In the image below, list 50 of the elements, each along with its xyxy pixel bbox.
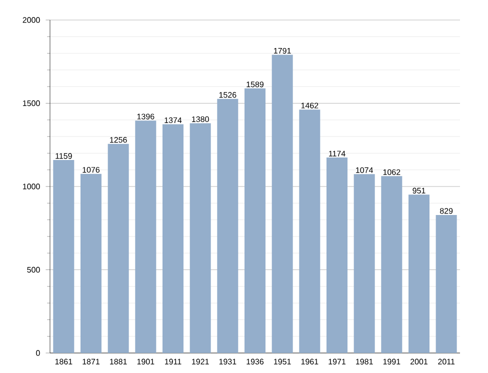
x-tick-label: 1961: [301, 358, 318, 364]
bar: [354, 174, 375, 353]
x-tick-label: 1971: [328, 358, 346, 364]
data-label: 1174: [329, 150, 346, 156]
data-label: 951: [412, 188, 426, 194]
bar: [135, 120, 156, 353]
bar: [217, 98, 238, 353]
y-tick-label: 2000: [22, 17, 40, 23]
bar: [299, 110, 320, 353]
bar: [244, 88, 266, 353]
x-tick-label: 1931: [219, 358, 236, 364]
x-tick-label: 2001: [410, 358, 428, 364]
data-label: 1380: [192, 116, 209, 122]
bar: [190, 123, 211, 353]
data-label: 1256: [110, 137, 127, 143]
y-tick-label: 0: [36, 350, 40, 356]
x-tick-label: 1991: [383, 358, 400, 364]
bar: [326, 158, 348, 353]
y-tick-label: 500: [27, 266, 40, 273]
data-label: 1374: [164, 117, 182, 124]
x-tick-label: 1921: [192, 358, 209, 364]
x-tick-label: 1911: [165, 358, 182, 364]
y-tick-label: 1500: [23, 100, 40, 106]
bar: [162, 124, 184, 353]
x-tick-label: 1981: [356, 358, 373, 364]
data-label: 1074: [356, 167, 373, 173]
x-tick-label: 1881: [110, 358, 127, 364]
data-label: 1589: [246, 82, 264, 88]
x-tick-label: 1901: [137, 358, 154, 364]
bar: [381, 176, 402, 353]
bar: [272, 54, 293, 353]
bar: [108, 144, 129, 353]
bar: [80, 174, 102, 353]
data-label: 829: [440, 208, 453, 214]
data-label: 1062: [383, 169, 400, 175]
x-tick-label: 1861: [55, 358, 72, 364]
y-tick-label: 1000: [23, 184, 40, 190]
data-label: 1159: [56, 153, 72, 159]
data-label: 1791: [274, 48, 291, 54]
x-tick-label: 1951: [274, 358, 291, 364]
bar: [436, 214, 457, 353]
x-tick-label: 1936: [246, 358, 264, 364]
bar: [53, 160, 74, 353]
x-tick-label: 2011: [438, 358, 455, 364]
data-label: 1526: [219, 92, 236, 98]
data-label: 1462: [301, 102, 318, 108]
x-tick-label: 1871: [82, 358, 100, 364]
data-label: 1396: [137, 114, 154, 120]
bar: [408, 194, 430, 353]
data-label: 1076: [82, 166, 100, 173]
